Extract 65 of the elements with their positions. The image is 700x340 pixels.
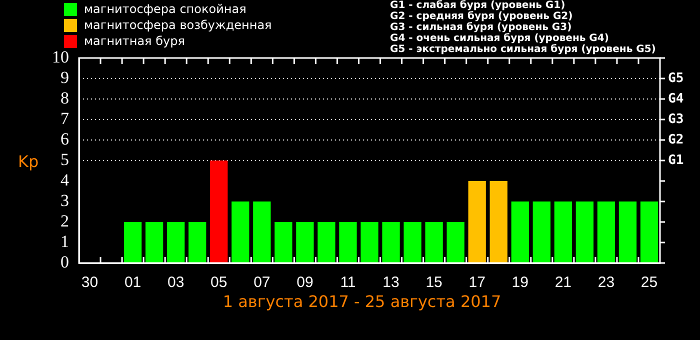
x-tick-label: 23	[598, 274, 615, 292]
x-tick-label: 11	[340, 274, 356, 292]
y-tick-label: 6	[60, 129, 69, 148]
x-tick-label: 15	[426, 274, 442, 292]
y-tick-label: 3	[60, 190, 69, 210]
y-tick-label: 8	[60, 88, 69, 108]
bar	[468, 181, 486, 263]
bar	[188, 222, 206, 263]
bar	[124, 222, 142, 263]
legend-label: магнитная буря	[84, 34, 185, 48]
bar	[511, 202, 529, 263]
text: G1 - слабая буря (уровень G1)	[390, 0, 566, 11]
y-tick-label: 7	[60, 108, 70, 128]
bar	[576, 202, 594, 263]
bar	[210, 160, 228, 263]
legend-label: магнитосфера спокойная	[84, 2, 246, 16]
legend-label: магнитосфера возбужденная	[84, 18, 272, 32]
bar	[274, 222, 292, 263]
ref-line-label: G4	[668, 91, 684, 106]
bar	[554, 202, 572, 263]
x-tick-label: 05	[210, 274, 228, 292]
y-tick-label: 9	[60, 68, 69, 87]
x-tick-label: 13	[382, 274, 400, 292]
x-tick-label: 25	[640, 274, 658, 292]
ref-line-label: G5	[668, 70, 684, 86]
bar	[532, 202, 550, 263]
bar	[253, 202, 271, 263]
x-tick-label: 01	[124, 274, 142, 292]
ref-line-label: G3	[668, 112, 684, 127]
ref-line-label: G2	[668, 132, 684, 148]
y-tick-label: 10	[52, 47, 69, 66]
text: G2 - средняя буря (уровень G2)	[390, 11, 574, 22]
bar	[145, 222, 164, 263]
x-tick-label: 07	[254, 274, 270, 292]
x-tick-label: 19	[512, 274, 528, 292]
y-tick-label: 1	[60, 232, 69, 251]
bar	[425, 222, 443, 263]
x-axis-title: 1 августа 2017 - 25 августа 2017	[222, 292, 502, 311]
text: G5 - экстремально сильная буря (уровень G5)	[390, 44, 656, 55]
x-tick-label: 09	[296, 274, 314, 292]
bar	[167, 222, 185, 263]
y-tick-label: 5	[60, 150, 69, 169]
x-tick-label: 17	[468, 274, 486, 292]
bar	[618, 202, 637, 263]
ref-line-label: G1	[668, 152, 684, 168]
bar	[404, 222, 422, 263]
x-tick-label: 30	[81, 274, 98, 292]
bar	[339, 222, 357, 263]
x-tick-label: 21	[554, 274, 572, 292]
bar	[360, 222, 378, 263]
text: G4 - очень сильная буря (уровень G4)	[390, 33, 610, 44]
y-tick-label: 4	[60, 170, 70, 190]
bar	[382, 222, 400, 263]
bar	[232, 202, 250, 263]
bar	[490, 181, 508, 263]
y-axis-title: Kp	[18, 152, 39, 171]
y-tick-label: 2	[60, 211, 69, 230]
bar	[446, 222, 464, 263]
bar	[597, 202, 616, 263]
bar	[318, 222, 336, 263]
x-tick-label: 03	[167, 274, 184, 292]
bar	[296, 222, 314, 263]
bar	[640, 202, 658, 263]
text: G3 - сильная буря (уровень G3)	[390, 22, 573, 33]
y-tick-label: 0	[60, 252, 69, 272]
